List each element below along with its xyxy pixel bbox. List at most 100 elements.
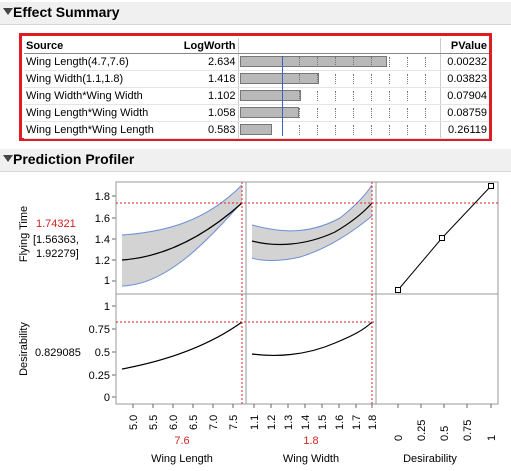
reference-dot-line [298, 57, 300, 67]
desirability-axis-label: Desirability [18, 322, 30, 376]
effect-pvalue: 0.03823 [440, 70, 489, 88]
effect-row[interactable]: Wing Length*Wing Width 1.058 0.08759 [24, 104, 489, 122]
reference-dot-line [406, 74, 408, 84]
effect-row[interactable]: Wing Width*Wing Width 1.102 0.07904 [24, 87, 489, 105]
confidence-band [122, 185, 242, 286]
effect-row[interactable]: Wing Width(1.1,1.8) 1.418 0.03823 [24, 70, 489, 88]
reference-dot-line [406, 125, 408, 135]
effect-pvalue: 0.08759 [440, 104, 489, 122]
reference-dot-line [316, 125, 318, 135]
effect-pvalue: 0.00232 [440, 53, 489, 71]
x-tick-label: 7.5 [228, 415, 240, 430]
wing-length-x-ticks: 5.0 5.5 6.0 6.5 7.0 7.5 [128, 415, 240, 430]
column-header-source[interactable]: Source [24, 38, 171, 54]
effect-logworth: 2.634 [170, 53, 239, 71]
logworth-bar-cell [237, 121, 442, 139]
wing-width-current-value[interactable]: 1.8 [303, 435, 318, 447]
reference-dot-line [352, 125, 354, 135]
desirability-current-value: 0.829085 [35, 347, 81, 359]
effect-logworth: 0.583 [170, 121, 239, 139]
effect-summary-header[interactable]: Effect Summary [0, 2, 511, 25]
y-tick-label: 1 [104, 301, 110, 313]
reference-dot-line [298, 125, 300, 135]
desirability-x-ticks: 0 0.25 0.5 0.75 1 [393, 420, 498, 441]
x-tick-label: 0.25 [416, 420, 428, 441]
effect-row[interactable]: Wing Length(4.7,7.6) 2.634 0.00232 [24, 53, 489, 136]
effect-pvalue: 0.26119 [440, 121, 489, 139]
desirability-handle-high[interactable] [488, 183, 494, 189]
effect-source: Wing Width(1.1,1.8) [24, 70, 171, 88]
reference-dot-line [406, 91, 408, 101]
wing-width-x-ticks: 1.1 1.2 1.3 1.4 1.5 1.6 1.7 1.8 [249, 415, 379, 430]
y-tick-label: 1.8 [95, 191, 110, 203]
x-tick-label: 1.3 [283, 415, 295, 430]
flying-time-ci-low: [1.56363, [33, 234, 79, 246]
column-header-pvalue[interactable]: PValue [440, 38, 489, 54]
effect-summary-panel: Source LogWorth PValue Wing Length(4.7,7… [19, 33, 492, 141]
effect-row[interactable]: Wing Length*Wing Length 0.583 0.26119 [24, 121, 489, 139]
reference-dot-line [298, 74, 300, 84]
desirability-trace-wing-width [251, 321, 373, 357]
prediction-profiler-title: Prediction Profiler [13, 151, 135, 167]
reference-dot-line [406, 108, 408, 118]
column-header-logworth[interactable]: LogWorth [170, 38, 239, 54]
effect-logworth: 1.418 [170, 70, 239, 88]
flying-time-axis-label: Flying Time [18, 206, 30, 262]
disclosure-triangle-icon[interactable] [3, 155, 13, 162]
wing-length-current-value[interactable]: 7.6 [174, 435, 189, 447]
logworth-bar-cell [237, 104, 442, 122]
wing-width-axis-label: Wing Width [283, 453, 339, 465]
reference-dot-line [334, 125, 336, 135]
prediction-profiler-header[interactable]: Prediction Profiler [0, 149, 511, 172]
y-tick-label: 0 [104, 392, 110, 404]
reference-dot-line [424, 74, 426, 84]
flying-time-current-value: 1.74321 [36, 218, 76, 230]
reference-dot-line [316, 108, 318, 118]
reference-dot-line [388, 91, 390, 101]
x-tick-label: 1.5 [317, 415, 329, 430]
reference-dot-line [388, 74, 390, 84]
desirability-x-axis-label: Desirability [403, 453, 457, 465]
desirability-handle-mid[interactable] [439, 235, 445, 241]
flying-time-desirability-function-panel [375, 181, 499, 295]
reference-dot-line [388, 125, 390, 135]
logworth-bar [239, 56, 387, 67]
x-tick-label: 7.0 [208, 415, 220, 430]
effect-summary-title: Effect Summary [13, 4, 120, 20]
empty-corner-panel [375, 293, 499, 405]
ci-lower-line [251, 215, 373, 261]
desirability-vs-wing-width-panel [245, 293, 377, 405]
reference-dot-line [334, 74, 336, 84]
wing-length-x-tick-marks [132, 404, 234, 408]
reference-dot-line [334, 57, 336, 67]
prediction-trace [121, 202, 243, 261]
reference-dot-line [424, 91, 426, 101]
x-tick-label: 0.75 [462, 420, 474, 441]
y-tick-marks [112, 305, 116, 398]
reference-dot-line [388, 57, 390, 67]
y-tick-marks [112, 195, 116, 282]
reference-dot-line [388, 108, 390, 118]
x-tick-label: 6.0 [168, 415, 180, 430]
y-tick-label: 1 [104, 275, 110, 287]
reference-dot-line [370, 74, 372, 84]
reference-dot-line [424, 57, 426, 67]
flying-time-y-ticks: 1.8 1.6 1.4 1.2 1 [95, 191, 116, 287]
reference-dot-line [334, 91, 336, 101]
effect-source: Wing Length*Wing Length [24, 121, 171, 139]
prediction-profiler: Flying Time 1.74321 [1.56363, 1.92279] D… [18, 181, 499, 465]
x-tick-label: 1.1 [249, 415, 261, 430]
ci-upper-line [121, 184, 243, 236]
y-tick-label: 1.4 [95, 234, 110, 246]
desirability-handle-low[interactable] [395, 287, 401, 293]
reference-dot-line [316, 57, 318, 67]
x-tick-label: 1.4 [300, 415, 312, 430]
desirability-trace-wing-length [121, 321, 243, 370]
reference-dot-line [334, 108, 336, 118]
x-tick-label: 1.7 [351, 415, 363, 430]
disclosure-triangle-icon[interactable] [3, 8, 13, 15]
reference-dot-line [370, 91, 372, 101]
effect-source: Wing Length(4.7,7.6) [24, 53, 171, 71]
effect-logworth: 1.102 [170, 87, 239, 105]
desirability-x-tick-marks [397, 404, 492, 408]
